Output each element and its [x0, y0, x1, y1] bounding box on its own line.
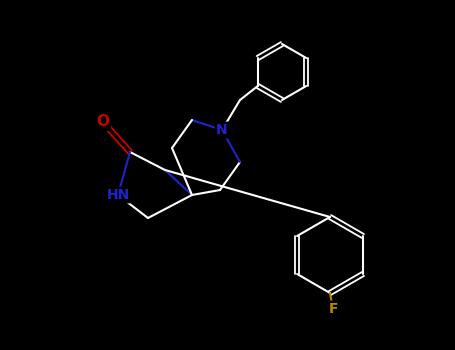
Text: O: O: [96, 114, 110, 130]
Text: N: N: [216, 123, 228, 137]
Text: F: F: [328, 302, 338, 316]
Text: HN: HN: [106, 188, 130, 202]
